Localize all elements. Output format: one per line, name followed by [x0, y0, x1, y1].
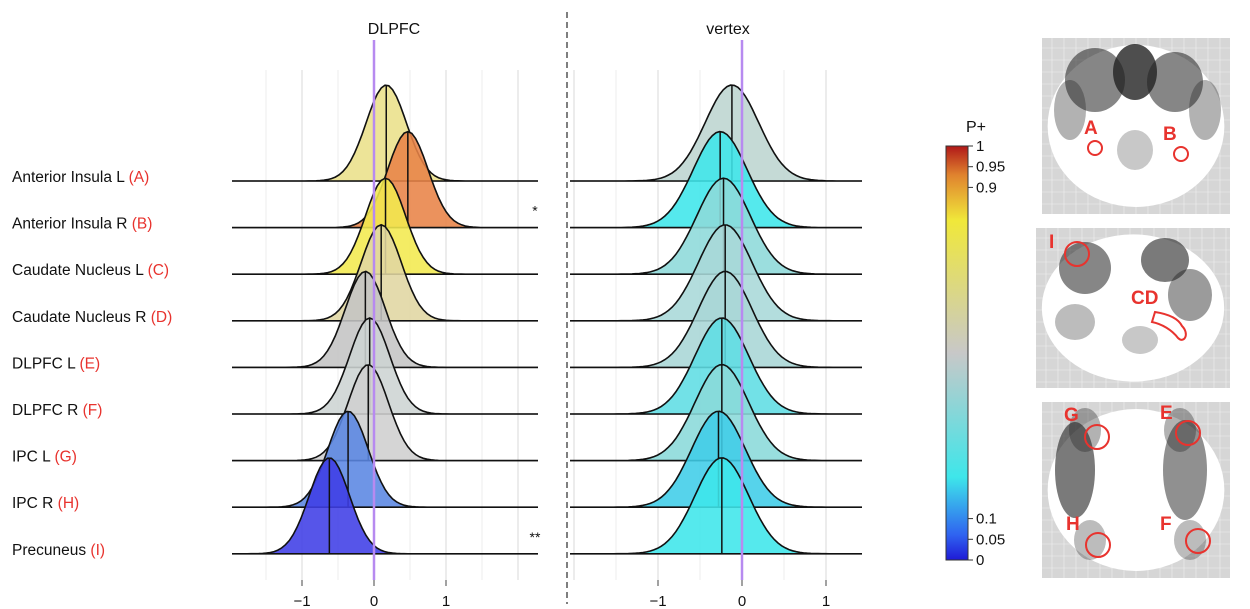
roi-marker: [1084, 424, 1110, 450]
region-name: Anterior Insula R: [12, 216, 132, 233]
activation-blob: [1122, 326, 1158, 354]
region-label: Anterior Insula R (B): [12, 216, 152, 233]
ridge-dlpfc-4: [232, 223, 538, 322]
roi-label: I: [1049, 232, 1054, 253]
colorbar-tick-label: 0.05: [976, 531, 1005, 548]
roi-label: H: [1066, 514, 1080, 535]
activation-blob: [1055, 422, 1095, 518]
roi-marker: [1173, 146, 1189, 162]
roi-marker: [1185, 528, 1211, 554]
activation-blob: [1147, 52, 1203, 112]
axis-ticks: −1 0 1 −1 0 1: [293, 580, 830, 609]
colorbar-tick-label: 1: [976, 138, 984, 155]
activation-blob: [1069, 408, 1101, 452]
ridge-dlpfc-5: [232, 270, 538, 369]
ridge-dlpfc-8: [232, 410, 538, 508]
region-label: Caudate Nucleus R (D): [12, 309, 172, 326]
colorbar-tick-label: 0: [976, 552, 984, 569]
region-label: IPC L (G): [12, 449, 77, 466]
roi-marker: [1064, 241, 1090, 267]
activation-blob: [1168, 269, 1212, 321]
ridge-vertex-9: [570, 457, 862, 555]
x-tick-label: 1: [822, 593, 830, 609]
ridge-dlpfc-9: [232, 457, 538, 555]
region-label: Anterior Insula L (A): [12, 169, 149, 186]
colorbar-gradient: [945, 145, 969, 561]
ridge-dlpfc-7: [232, 364, 538, 462]
region-label: Caudate Nucleus L (C): [12, 262, 169, 279]
roi-marker: [1087, 140, 1103, 156]
roi-label: G: [1064, 405, 1079, 426]
region-name: Caudate Nucleus R: [12, 309, 151, 326]
region-label: DLPFC L (E): [12, 355, 100, 372]
activation-blob: [1163, 420, 1207, 520]
region-name: IPC L: [12, 449, 55, 466]
roi-marker: [1150, 310, 1187, 341]
x-tick-label: −1: [649, 593, 666, 609]
region-name: IPC R: [12, 495, 58, 512]
x-tick-label: 0: [370, 593, 378, 609]
ridge-dlpfc-6: [232, 317, 538, 415]
colorbar-tick-label: 0.9: [976, 179, 997, 196]
activation-blob: [1055, 304, 1095, 340]
activation-blob: [1164, 408, 1196, 452]
colorbar-tick-label: 0.1: [976, 511, 997, 528]
roi-label: CD: [1131, 288, 1158, 309]
region-name: DLPFC R: [12, 402, 83, 419]
region-label: IPC R (H): [12, 495, 79, 512]
panel-title-dlpfc: DLPFC: [368, 21, 420, 38]
ridge-vertex-3: [570, 177, 862, 275]
region-tag: (A): [129, 169, 150, 186]
activation-blob: [1059, 242, 1111, 294]
region-name: Precuneus: [12, 542, 90, 559]
region-name: DLPFC L: [12, 355, 79, 372]
region-tag: (I): [90, 542, 105, 559]
activation-blob: [1141, 238, 1189, 282]
activation-blob: [1117, 130, 1153, 170]
colorbar-tick-label: 0.95: [976, 159, 1005, 176]
region-tag: (H): [58, 495, 80, 512]
roi-label: A: [1084, 118, 1098, 139]
colorbar: P+ 1 0.95 0.9 0.1 0.05 0: [945, 119, 1005, 569]
activation-blob: [1189, 80, 1221, 140]
roi-marker: [1175, 420, 1201, 446]
roi-label: B: [1163, 124, 1177, 145]
significance-marker: **: [530, 529, 541, 545]
region-name: Anterior Insula L: [12, 169, 129, 186]
region-labels: Anterior Insula L (A) Anterior Insula R (…: [12, 169, 541, 559]
ridge-dlpfc-1: [232, 84, 538, 182]
region-label: DLPFC R (F): [12, 402, 102, 419]
region-name: Caudate Nucleus L: [12, 262, 148, 279]
activation-blob: [1065, 48, 1125, 112]
ridge-vertex-4: [570, 224, 862, 322]
brain-view-axial: G E H F: [1042, 402, 1230, 578]
activation-blob: [1113, 44, 1157, 100]
x-tick-label: 1: [442, 593, 450, 609]
region-tag: (C): [148, 262, 170, 279]
roi-label: E: [1160, 403, 1173, 424]
region-tag: (G): [55, 449, 77, 466]
significance-marker: *: [532, 203, 538, 219]
roi-marker: [1085, 532, 1111, 558]
activation-blob: [1074, 520, 1106, 560]
colorbar-title: P+: [966, 119, 986, 136]
region-tag: (F): [83, 402, 103, 419]
region-tag: (B): [132, 216, 153, 233]
panel-title-vertex: vertex: [706, 21, 750, 38]
brain-view-sagittal: I CD: [1036, 228, 1230, 388]
region-tag: (D): [151, 309, 173, 326]
activation-blob: [1174, 520, 1206, 560]
ridge-plots: [232, 40, 862, 580]
region-label: Precuneus (I): [12, 542, 105, 559]
region-tag: (E): [79, 355, 100, 372]
roi-label: F: [1160, 514, 1172, 535]
x-tick-label: 0: [738, 593, 746, 609]
ridge-vertex-2: [570, 130, 862, 229]
activation-blob: [1054, 80, 1086, 140]
x-tick-label: −1: [293, 593, 310, 609]
